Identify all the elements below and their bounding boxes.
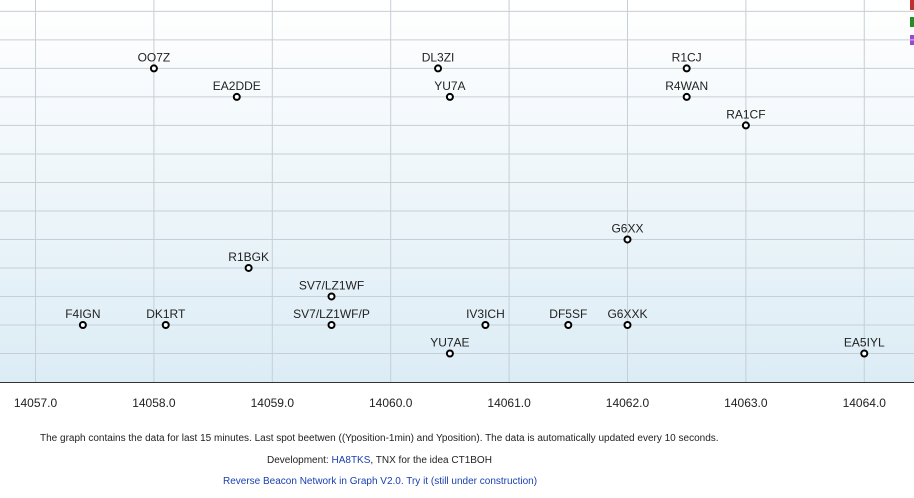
- point-label: R1BGK: [228, 250, 269, 264]
- point-label: EA2DDE: [213, 79, 261, 93]
- x-tick-label: 14060.0: [369, 396, 413, 410]
- point: [741, 121, 750, 130]
- point: [860, 349, 869, 358]
- point: [623, 235, 632, 244]
- x-tick-label: 14061.0: [487, 396, 531, 410]
- point: [327, 292, 336, 301]
- footer-link-wrap: Reverse Beacon Network in Graph V2.0. Tr…: [223, 476, 537, 487]
- point: [481, 320, 490, 329]
- point-label: G6XX: [611, 221, 643, 235]
- point-label: RA1CF: [726, 107, 765, 121]
- footer-dev: Development: HA8TKS, TNX for the idea CT…: [267, 455, 492, 466]
- point-label: SV7/LZ1WF: [299, 278, 364, 292]
- point: [149, 64, 158, 73]
- x-tick-label: 14064.0: [843, 396, 887, 410]
- point-label: R1CJ: [672, 50, 702, 64]
- dev-link[interactable]: HA8TKS: [331, 455, 371, 466]
- point-label: IV3ICH: [466, 307, 505, 321]
- point-label: OO7Z: [138, 50, 171, 64]
- point-label: F4IGN: [65, 307, 100, 321]
- chart: 14057.0 14058.0 14059.0 14060.0 14061.0 14062…: [0, 0, 914, 410]
- point-label: YU7AE: [430, 335, 469, 349]
- point-label: G6XXK: [607, 307, 647, 321]
- point: [78, 320, 87, 329]
- x-tick-label: 14057.0: [14, 396, 58, 410]
- footer-note: The graph contains the data for last 15 …: [40, 433, 719, 444]
- x-tick-label: 14063.0: [724, 396, 768, 410]
- point: [682, 64, 691, 73]
- point: [564, 320, 573, 329]
- point: [445, 92, 454, 101]
- x-tick-label: 14059.0: [251, 396, 295, 410]
- point-label: YU7A: [434, 79, 465, 93]
- point: [445, 349, 454, 358]
- legend-swatch: [910, 17, 914, 27]
- point-label: EA5IYL: [844, 335, 885, 349]
- point-label: DK1RT: [146, 307, 186, 321]
- x-tick-label: 14062.0: [606, 396, 650, 410]
- dev-suffix: , TNX for the idea CT1BOH: [370, 455, 492, 466]
- point: [682, 92, 691, 101]
- legend-swatch: [910, 0, 914, 10]
- point: [623, 320, 632, 329]
- plot-area: [0, 0, 914, 382]
- point: [232, 92, 241, 101]
- point-label: DF5SF: [549, 307, 587, 321]
- point: [434, 64, 443, 73]
- point-label: SV7/LZ1WF/P: [293, 307, 370, 321]
- point: [161, 320, 170, 329]
- x-tick-label: 14058.0: [132, 396, 176, 410]
- dev-prefix: Development:: [267, 455, 329, 466]
- point: [244, 263, 253, 272]
- point-label: DL3ZI: [422, 50, 455, 64]
- point-label: R4WAN: [665, 79, 708, 93]
- point: [327, 320, 336, 329]
- footer-link[interactable]: Reverse Beacon Network in Graph V2.0. Tr…: [223, 476, 538, 487]
